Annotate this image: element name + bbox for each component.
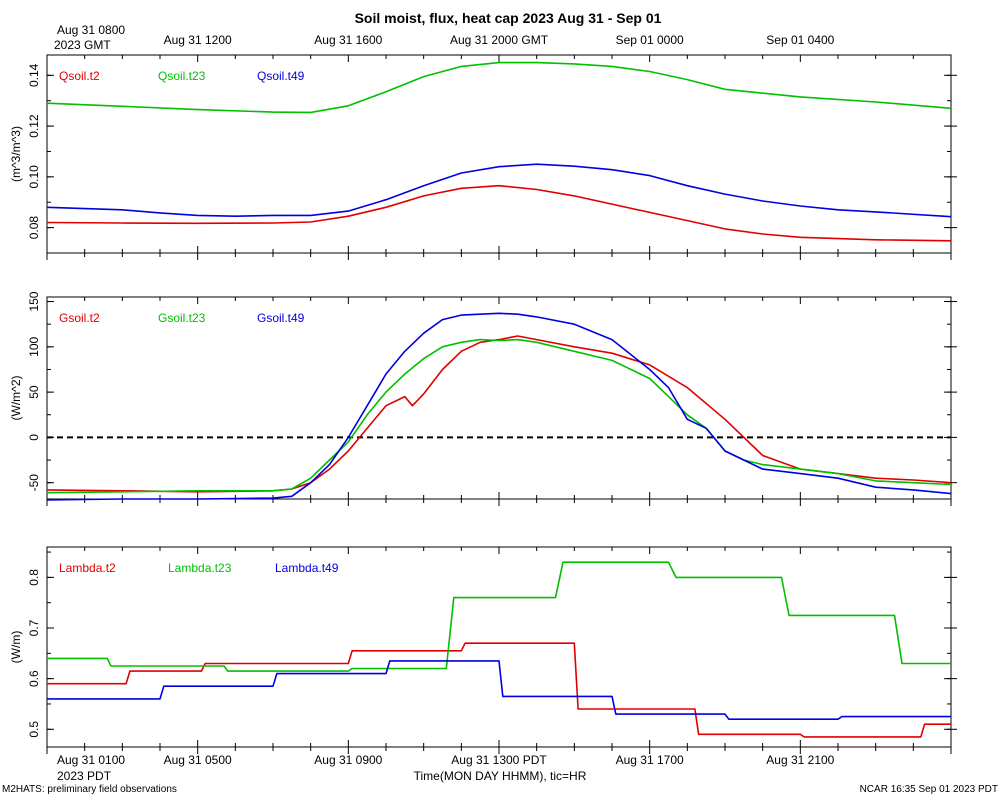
legend-entry: Lambda.t2 <box>59 561 116 575</box>
y-tick-label: 0.08 <box>27 216 41 240</box>
series-line-Qsoil-t2 <box>46 184 952 242</box>
y-tick-label: 0 <box>27 434 41 441</box>
legend-entry: Gsoil.t49 <box>257 311 305 325</box>
panel-soil-moisture: 0.08 0.10 0.12 0.14 (m^3/m^3) Qsoil.t2 Qsoil.t… <box>9 54 957 260</box>
series-line-Lambda-t49 <box>47 660 951 721</box>
series-line-Lambda-t2 <box>47 642 951 738</box>
footer-left: M2HATS: preliminary field observations <box>2 784 177 795</box>
bottom-axis-tick-label: Aug 31 0900 <box>314 753 382 767</box>
series-line-Qsoil-t23 <box>46 61 952 114</box>
bottom-axis-tick-label: Aug 31 2100 <box>766 753 834 767</box>
top-axis-start-label-1: Aug 31 0800 <box>57 23 125 37</box>
y-tick-label: 0.6 <box>27 670 41 687</box>
x-axis-label: Time(MON DAY HHMM), tic=HR <box>414 769 587 783</box>
legend-entry: Lambda.t49 <box>275 561 339 575</box>
legend-entry: Gsoil.t23 <box>158 311 206 325</box>
series-line-Gsoil-t49 <box>46 312 952 501</box>
legend-entry: Qsoil.t49 <box>257 69 305 83</box>
legend-entry: Lambda.t23 <box>168 561 232 575</box>
series-line-Gsoil-t23 <box>46 338 952 494</box>
y-tick-label: 150 <box>27 291 41 311</box>
y-tick-label: -50 <box>27 474 41 492</box>
plot-frame <box>46 296 952 500</box>
panel-thermal-conductivity: 0.5 0.6 0.7 0.8 (W/m) Lambda.t2 Lambda.t23 Lamb… <box>9 546 957 754</box>
bottom-axis-tick-label: Aug 31 1300 PDT <box>451 753 547 767</box>
y-tick-label: 0.14 <box>27 63 41 87</box>
y-tick-label: 0.10 <box>27 165 41 189</box>
top-axis-tick-label: Aug 31 1600 <box>314 33 382 47</box>
y-axis-label: (m^3/m^3) <box>9 126 23 182</box>
bottom-axis-start-label-2: 2023 PDT <box>57 769 112 783</box>
panel-soil-heat-flux: -50 0 50 100 150 (W/m^2) Gsoil.t2 Gsoil.t23 Gsoi… <box>9 291 957 506</box>
y-tick-label: 0.5 <box>27 721 41 738</box>
panels: 0.08 0.10 0.12 0.14 (m^3/m^3) Qsoil.t2 Qsoil.t… <box>9 54 957 754</box>
y-tick-label: 50 <box>27 385 41 399</box>
top-axis-tick-label: Aug 31 1200 <box>164 33 232 47</box>
footer-right: NCAR 16:35 Sep 01 2023 PDT <box>860 784 998 795</box>
legend-entry: Gsoil.t2 <box>59 311 100 325</box>
bottom-axis-tick-label: Aug 31 1700 <box>616 753 684 767</box>
series-line-Lambda-t23 <box>47 561 951 672</box>
top-axis-tick-label: Aug 31 2000 GMT <box>450 33 549 47</box>
y-axis-label: (W/m^2) <box>9 376 23 421</box>
series-line-Gsoil-t2 <box>46 335 952 493</box>
time-axis-labels: Aug 31 1200 Aug 31 1600 Aug 31 2000 GMT Sep… <box>164 33 835 767</box>
top-axis-tick-label: Sep 01 0000 <box>616 33 684 47</box>
y-tick-label: 0.7 <box>27 619 41 636</box>
top-axis-start-label-2: 2023 GMT <box>54 38 111 52</box>
chart-title: Soil moist, flux, heat cap 2023 Aug 31 -… <box>355 10 662 26</box>
bottom-axis-tick-label: Aug 31 0500 <box>164 753 232 767</box>
series-line-Qsoil-t49 <box>46 163 952 218</box>
y-tick-label: 0.12 <box>27 114 41 138</box>
legend-entry: Qsoil.t23 <box>158 69 206 83</box>
y-axis-label: (W/m) <box>9 631 23 664</box>
legend-entry: Qsoil.t2 <box>59 69 100 83</box>
top-axis-tick-label: Sep 01 0400 <box>766 33 834 47</box>
plot-frame <box>46 546 952 748</box>
bottom-axis-start-label-1: Aug 31 0100 <box>57 753 125 767</box>
y-tick-label: 0.8 <box>27 569 41 586</box>
y-tick-label: 100 <box>27 336 41 356</box>
